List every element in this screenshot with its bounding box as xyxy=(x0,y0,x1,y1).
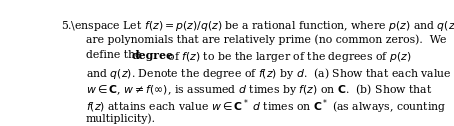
Text: of $f(z)$ to be the larger of the degrees of $p(z)$: of $f(z)$ to be the larger of the degree… xyxy=(164,50,411,64)
Text: define the: define the xyxy=(86,50,144,60)
Text: 5.\enspace Let $f(z) = p(z)/q(z)$ be a rational function, where $p(z)$ and $q(z): 5.\enspace Let $f(z) = p(z)/q(z)$ be a r… xyxy=(61,19,454,33)
Text: $w \in \mathbf{C}$, $w \neq f(\infty)$, is assumed $d$ times by $f(z)$ on $\math: $w \in \mathbf{C}$, $w \neq f(\infty)$, … xyxy=(86,82,432,97)
Text: multiplicity).: multiplicity). xyxy=(86,113,156,124)
Text: are polynomials that are relatively prime (no common zeros).  We: are polynomials that are relatively prim… xyxy=(86,35,446,45)
Text: $f(z)$ attains each value $w \in \mathbf{C}^*$ $d$ times on $\mathbf{C}^*$ (as a: $f(z)$ attains each value $w \in \mathbf… xyxy=(86,98,446,116)
Text: and $q(z)$. Denote the degree of $f(z)$ by $d$.  (a) Show that each value: and $q(z)$. Denote the degree of $f(z)$ … xyxy=(86,66,451,81)
Text: degree: degree xyxy=(131,50,173,61)
